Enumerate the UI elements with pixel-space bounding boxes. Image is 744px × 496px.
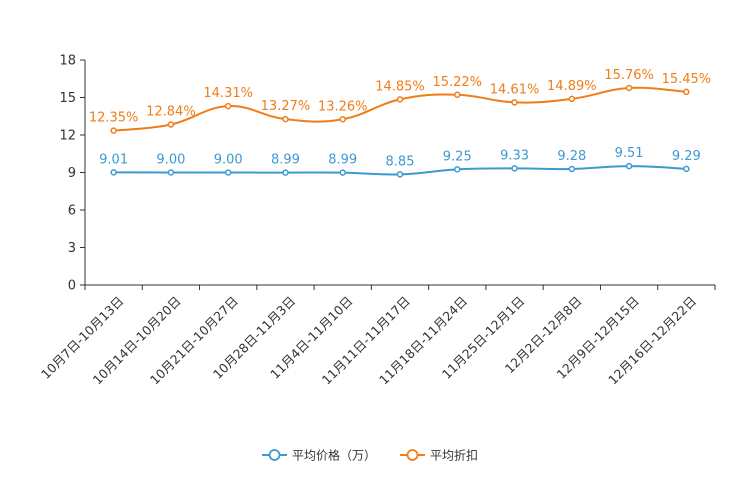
y-tick-label: 6 bbox=[68, 204, 76, 219]
data-label: 9.29 bbox=[672, 149, 701, 164]
chart-series bbox=[110, 84, 690, 178]
data-label: 13.27% bbox=[261, 99, 311, 114]
chart-axes: 036912151810月7日-10月13日10月14日-10月20日10月21… bbox=[38, 54, 716, 387]
legend-marker bbox=[406, 449, 419, 461]
data-point bbox=[167, 121, 175, 128]
data-label: 14.31% bbox=[203, 86, 253, 101]
data-point bbox=[511, 165, 518, 172]
data-point bbox=[454, 166, 461, 173]
data-point bbox=[282, 115, 289, 123]
data-point bbox=[167, 169, 175, 176]
data-label: 9.01 bbox=[99, 152, 128, 167]
data-point bbox=[683, 88, 690, 96]
data-label: 9.25 bbox=[443, 149, 472, 164]
y-tick-label: 12 bbox=[59, 129, 76, 144]
legend-marker bbox=[268, 449, 281, 461]
y-tick-label: 3 bbox=[68, 241, 76, 256]
data-label: 12.35% bbox=[89, 111, 139, 126]
data-label: 14.61% bbox=[490, 82, 540, 97]
y-tick-label: 0 bbox=[68, 279, 76, 294]
legend-label: 平均价格（万） bbox=[292, 448, 376, 463]
data-label: 13.26% bbox=[318, 99, 368, 114]
chart-data-labels: 9.01 9.00 9.00 8.99 8.99 8.85 9.25 9.33 9.28 9.51… bbox=[89, 68, 711, 169]
data-point bbox=[110, 169, 117, 176]
legend-item-1[interactable]: 平均折扣 bbox=[400, 448, 478, 463]
data-point bbox=[282, 169, 289, 176]
chart-legend[interactable]: 平均价格（万） 平均折扣 bbox=[262, 448, 478, 463]
data-label: 9.28 bbox=[557, 149, 586, 164]
data-point bbox=[224, 169, 232, 176]
data-label: 8.85 bbox=[386, 154, 415, 169]
data-label: 9.00 bbox=[214, 153, 243, 168]
data-point bbox=[396, 96, 404, 103]
data-label: 9.00 bbox=[156, 153, 185, 168]
data-point bbox=[625, 162, 633, 170]
data-label: 9.51 bbox=[615, 146, 644, 161]
y-tick-label: 15 bbox=[59, 91, 76, 106]
data-point bbox=[110, 127, 117, 134]
y-tick-label: 18 bbox=[59, 54, 76, 69]
data-point bbox=[625, 84, 633, 92]
data-label: 15.45% bbox=[662, 72, 712, 87]
data-point bbox=[568, 165, 576, 173]
data-label: 15.76% bbox=[604, 68, 654, 83]
data-point bbox=[568, 95, 576, 103]
data-label: 12.84% bbox=[146, 105, 196, 120]
data-point bbox=[339, 116, 346, 123]
data-label: 14.89% bbox=[547, 79, 597, 94]
data-label: 8.99 bbox=[328, 153, 357, 168]
legend-item-0[interactable]: 平均价格（万） bbox=[262, 448, 376, 463]
data-point bbox=[454, 91, 461, 98]
y-tick-label: 9 bbox=[68, 166, 76, 181]
data-label: 9.33 bbox=[500, 148, 529, 163]
legend-label: 平均折扣 bbox=[430, 448, 478, 463]
data-point bbox=[339, 169, 346, 176]
data-point bbox=[224, 102, 232, 110]
data-point bbox=[683, 165, 690, 173]
data-label: 14.85% bbox=[375, 79, 425, 94]
data-point bbox=[511, 99, 518, 106]
data-point bbox=[396, 171, 404, 178]
data-label: 8.99 bbox=[271, 153, 300, 168]
data-label: 15.22% bbox=[432, 75, 482, 90]
